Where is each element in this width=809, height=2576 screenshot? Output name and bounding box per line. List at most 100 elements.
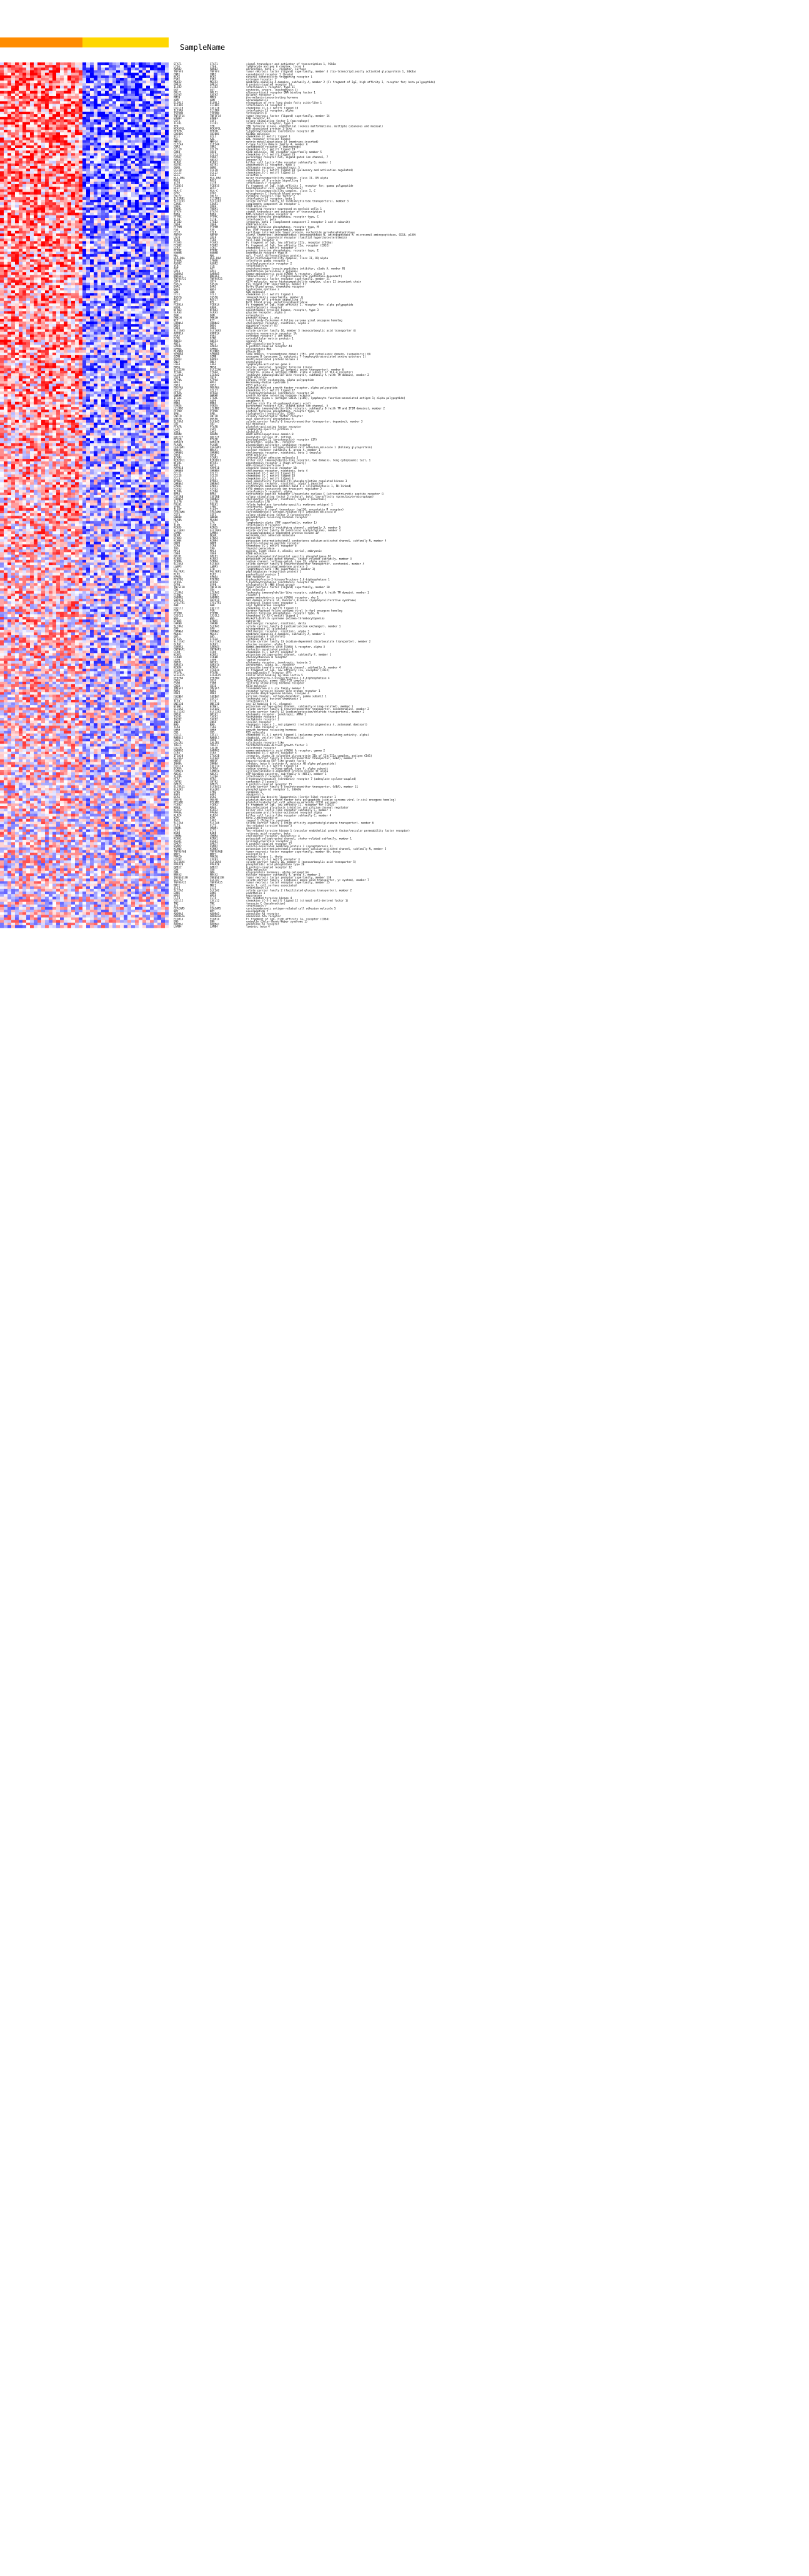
heatmap-cell — [49, 70, 52, 73]
heatmap-cell — [11, 295, 15, 298]
heatmap-cell — [75, 169, 79, 172]
heatmap-cell — [26, 345, 30, 348]
heatmap-cell — [56, 91, 60, 94]
heatmap-cell — [41, 282, 45, 286]
heatmap-cell — [94, 81, 97, 84]
heatmap-cell — [127, 207, 131, 210]
heatmap-cell — [165, 96, 169, 99]
heatmap-cell — [30, 88, 34, 91]
heatmap-cell — [150, 236, 154, 239]
heatmap-cell — [135, 127, 139, 130]
heatmap-cell — [86, 322, 90, 325]
heatmap-cell — [116, 259, 120, 262]
heatmap-cell — [146, 181, 150, 185]
heatmap-cell — [161, 179, 165, 182]
heatmap-cell — [82, 189, 86, 192]
heatmap-cell — [67, 316, 71, 320]
heatmap-cell — [109, 290, 112, 293]
heatmap-cell — [45, 174, 49, 177]
heatmap-cell — [41, 96, 45, 99]
heatmap-cell — [161, 158, 165, 161]
heatmap-cell — [49, 288, 52, 291]
heatmap-cell — [86, 334, 90, 338]
heatmap-cell — [7, 303, 11, 307]
heatmap-cell — [11, 150, 15, 154]
heatmap-cell — [97, 135, 101, 138]
heatmap-cell — [97, 264, 101, 268]
heatmap-cell — [105, 114, 109, 117]
heatmap-cell — [75, 70, 79, 73]
heatmap-cell — [75, 132, 79, 135]
heatmap-cell — [60, 127, 64, 130]
heatmap-cell — [101, 303, 105, 307]
heatmap-cell — [94, 230, 97, 234]
heatmap-cell — [4, 158, 7, 161]
heatmap-cell — [26, 86, 30, 89]
heatmap-cell — [15, 153, 19, 156]
heatmap-cell — [135, 163, 139, 167]
heatmap-cell — [139, 153, 142, 156]
heatmap-cell — [139, 163, 142, 167]
heatmap-cell — [52, 230, 56, 234]
heatmap-cell — [146, 285, 150, 288]
heatmap-cell — [15, 290, 19, 293]
heatmap-cell — [105, 62, 109, 66]
heatmap-cell — [94, 270, 97, 273]
heatmap-cell — [97, 99, 101, 102]
heatmap-cell — [4, 163, 7, 167]
heatmap-cell — [19, 171, 22, 174]
heatmap-cell — [75, 137, 79, 140]
heatmap-cell — [146, 295, 150, 298]
heatmap-cell — [131, 176, 135, 180]
heatmap-cell — [79, 93, 82, 97]
heatmap-cell — [97, 147, 101, 151]
heatmap-cell — [124, 280, 127, 283]
heatmap-cell — [52, 257, 56, 260]
heatmap-cell — [142, 282, 146, 286]
heatmap-cell — [64, 334, 67, 338]
heatmap-cell — [165, 280, 169, 283]
heatmap-cell — [82, 264, 86, 268]
heatmap-cell — [101, 300, 105, 304]
heatmap-cell — [19, 189, 22, 192]
heatmap-cell — [101, 205, 105, 208]
heatmap-cell — [161, 119, 165, 122]
heatmap-cell — [60, 67, 64, 71]
heatmap-cell — [11, 303, 15, 307]
heatmap-cell — [157, 342, 161, 345]
heatmap-cell — [124, 298, 127, 302]
heatmap-cell — [139, 160, 142, 164]
heatmap-cell — [142, 285, 146, 288]
heatmap-cell — [22, 91, 26, 94]
heatmap-cell — [131, 324, 135, 327]
heatmap-cell — [30, 205, 34, 208]
heatmap-cell — [161, 153, 165, 156]
heatmap-cell — [22, 207, 26, 210]
heatmap-cell — [161, 236, 165, 239]
heatmap-cell — [0, 218, 4, 221]
heatmap-cell — [109, 207, 112, 210]
heatmap-cell — [79, 150, 82, 154]
heatmap-cell — [15, 215, 19, 219]
heatmap-cell — [11, 62, 15, 66]
heatmap-cell — [82, 288, 86, 291]
heatmap-cell — [157, 298, 161, 302]
heatmap-cell — [150, 197, 154, 200]
heatmap-cell — [75, 236, 79, 239]
heatmap-cell — [52, 174, 56, 177]
heatmap-cell — [75, 225, 79, 229]
heatmap-cell — [75, 65, 79, 68]
heatmap-cell — [71, 67, 75, 71]
heatmap-cell — [109, 171, 112, 174]
heatmap-cell — [34, 218, 37, 221]
heatmap-cell — [161, 205, 165, 208]
heatmap-cell — [90, 140, 94, 143]
heatmap-cell — [124, 142, 127, 146]
heatmap-cell — [52, 207, 56, 210]
heatmap-cell — [34, 137, 37, 140]
heatmap-cell — [127, 62, 131, 66]
heatmap-cell — [56, 122, 60, 125]
heatmap-cell — [161, 189, 165, 192]
heatmap-cell — [86, 106, 90, 109]
heatmap-cell — [131, 91, 135, 94]
